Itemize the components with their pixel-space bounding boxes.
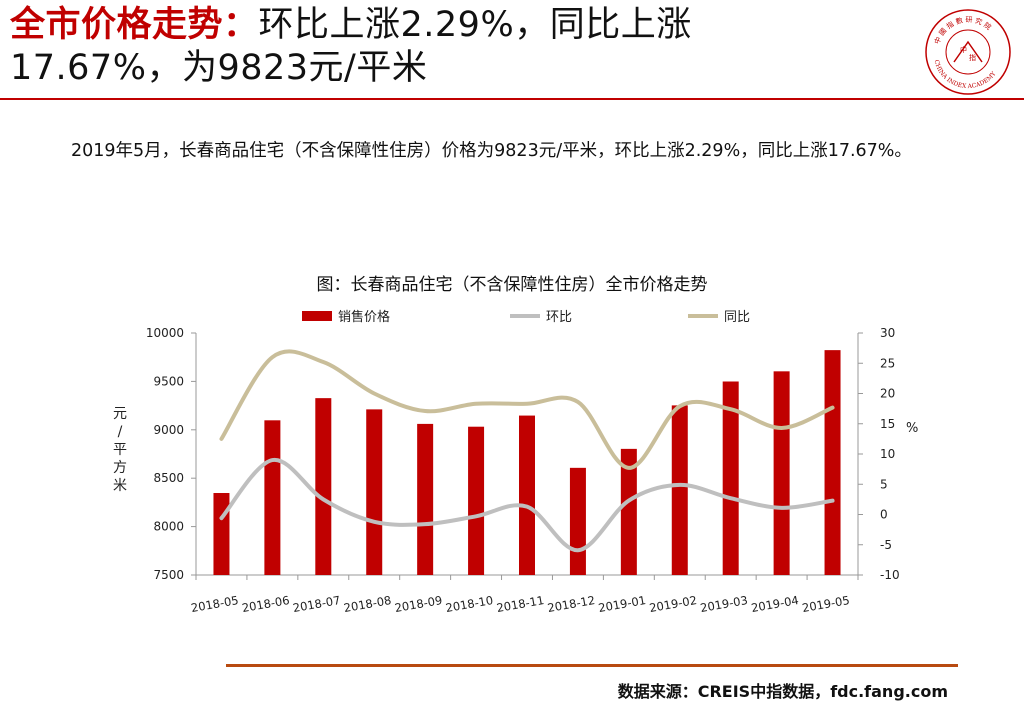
x-tick-label: 2019-02 [648,593,698,615]
y2-tick-label: -10 [880,568,900,582]
y2-tick-label: 15 [880,417,895,431]
bar-price [671,405,688,575]
bar-price [264,420,281,575]
summary-text: 2019年5月，长春商品住宅（不含保障性住房）价格为9823元/平米，环比上涨2… [71,141,912,161]
y2-tick-label: 30 [880,326,895,340]
data-source: 数据来源：CREIS中指数据，fdc.fang.com [617,682,948,701]
page-title: 全市价格走势：环比上涨2.29%，同比上涨 17.67%，为9823元/平米 [10,4,910,90]
x-tick-label: 2019-01 [597,593,647,615]
y-axis-title-char: 米 [113,478,127,494]
summary-paragraph: 2019年5月，长春商品住宅（不含保障性住房）价格为9823元/平米，环比上涨2… [36,134,1011,168]
bar-price [315,398,332,575]
logo-center-1: 中 [960,45,967,54]
y2-tick-label: 20 [880,387,895,401]
footer-divider [226,664,958,667]
y-tick-label: 9500 [153,374,184,388]
y-tick-label: 8000 [153,520,184,534]
title-line2: 17.67%，为9823元/平米 [10,48,428,88]
line-yoy [219,349,835,470]
y-axis-title-char: 元 [113,406,127,422]
legend-price-label: 销售价格 [338,309,390,325]
title-line1: 环比上涨2.29%，同比上涨 [258,5,692,45]
x-tick-label: 2018-07 [292,593,342,615]
x-tick-label: 2019-05 [801,593,851,615]
x-tick-label: 2018-09 [394,593,444,615]
y2-axis-title: % [906,421,918,436]
y-axis-title-char: 方 [113,460,127,476]
y2-tick-label: 25 [880,356,895,370]
legend-yoy-label: 同比 [724,310,750,325]
y-tick-label: 10000 [146,326,184,340]
chart-title: 图：长春商品住宅（不含保障性住房）全市价格走势 [316,275,708,295]
x-tick-label: 2018-05 [190,593,240,615]
title-divider [0,98,1024,100]
bar-price [722,381,739,575]
logo-center-2: 指 [969,53,976,62]
y-tick-label: 9000 [153,423,184,437]
x-tick-label: 2018-11 [495,593,545,615]
bar-price [569,467,586,575]
bar-price [773,371,790,575]
y2-tick-label: 5 [880,477,888,491]
y-tick-label: 8500 [153,471,184,485]
bar-price [620,448,637,575]
x-tick-label: 2018-12 [546,593,596,615]
y-axis-title-char: / [118,424,123,440]
title-prefix: 全市价格走势： [10,5,259,45]
bar-price [468,426,485,575]
y2-tick-label: 10 [880,447,895,461]
y2-tick-label: -5 [880,538,892,552]
line-mom [219,458,835,553]
y-tick-label: 7500 [153,568,184,582]
y-axis-title-char: 平 [113,442,127,458]
bar-price [366,409,383,575]
china-index-academy-logo: 中 國 指 數 研 究 院 CHINA INDEX ACADEMY 中 指 [925,9,1011,95]
x-tick-label: 2019-03 [699,593,749,615]
bar-price [417,423,434,575]
x-tick-label: 2018-08 [343,593,393,615]
legend-mom-label: 环比 [546,310,572,325]
y2-tick-label: 0 [880,508,888,522]
bar-price [519,415,535,575]
legend-price-swatch [302,311,332,321]
bar-price [213,493,230,575]
bar-price [824,350,841,575]
x-tick-label: 2018-10 [445,593,495,615]
x-tick-label: 2019-04 [750,593,800,615]
x-tick-label: 2018-06 [241,593,291,615]
